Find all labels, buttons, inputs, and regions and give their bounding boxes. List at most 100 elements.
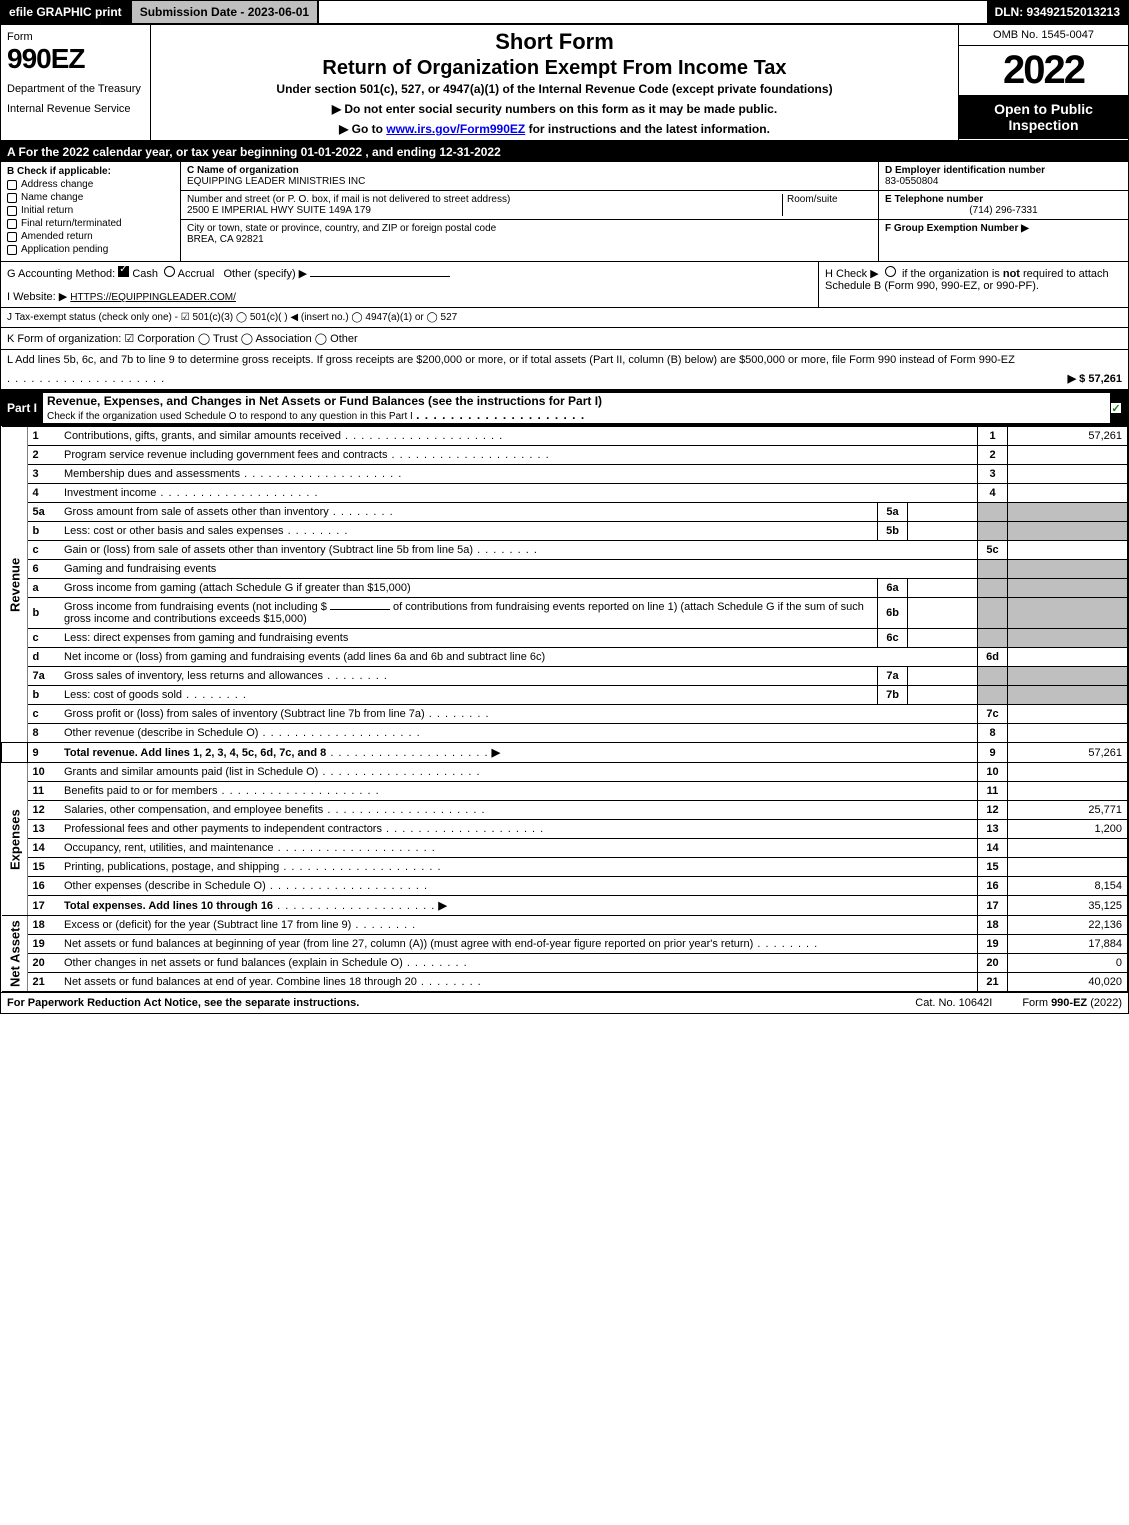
line-refnum-shade: [978, 560, 1008, 579]
grp-label: F Group Exemption Number ▶: [885, 223, 1029, 234]
dots: [318, 766, 480, 778]
line-19: 19 Net assets or fund balances at beginn…: [2, 935, 1128, 954]
line-6d: d Net income or (loss) from gaming and f…: [2, 648, 1128, 667]
checkbox-empty-icon[interactable]: [885, 266, 896, 277]
line-value-shade: [1008, 560, 1128, 579]
line-refnum: 1: [978, 427, 1008, 446]
inner-val: [908, 598, 978, 629]
line-value: 57,261: [1008, 427, 1128, 446]
line-desc: Other expenses (describe in Schedule O): [59, 877, 978, 896]
city-value: BREA, CA 92821: [187, 234, 264, 245]
chk-label: Final return/terminated: [21, 218, 122, 229]
line-7b: b Less: cost of goods sold 7b: [2, 686, 1128, 705]
tax-year: 2022: [959, 46, 1128, 95]
line-value-shade: [1008, 598, 1128, 629]
line-num: 13: [27, 820, 59, 839]
inner-num: 5b: [878, 522, 908, 541]
line-num: c: [27, 629, 59, 648]
chk-application-pending[interactable]: Application pending: [7, 244, 174, 255]
tel-value: (714) 296-7331: [885, 205, 1122, 216]
line-desc: Salaries, other compensation, and employ…: [59, 801, 978, 820]
desc-text: Net assets or fund balances at end of ye…: [64, 976, 417, 988]
line-12: 12 Salaries, other compensation, and emp…: [2, 801, 1128, 820]
line-desc: Grants and similar amounts paid (list in…: [59, 763, 978, 782]
l-amount: ▶ $ 57,261: [1068, 372, 1122, 385]
line-5b: b Less: cost or other basis and sales ex…: [2, 522, 1128, 541]
efile-graphic-print[interactable]: efile GRAPHIC print: [1, 1, 130, 23]
section-g-i-j: G Accounting Method: Cash Accrual Other …: [1, 262, 818, 307]
ein-label: D Employer identification number: [885, 165, 1045, 176]
line-desc: Printing, publications, postage, and shi…: [59, 858, 978, 877]
schedule-o-checkbox[interactable]: [1110, 402, 1122, 414]
line-num: 1: [27, 427, 59, 446]
inner-num: 6a: [878, 579, 908, 598]
line-value-shade: [1008, 667, 1128, 686]
line-desc: Professional fees and other payments to …: [59, 820, 978, 839]
footer-form-year: (2022): [1087, 997, 1122, 1009]
line-num: a: [27, 579, 59, 598]
org-name-row: C Name of organization EQUIPPING LEADER …: [181, 162, 878, 191]
line-refnum: 20: [978, 954, 1008, 973]
rev-bottom-filler: [2, 743, 28, 763]
chk-initial-return[interactable]: Initial return: [7, 205, 174, 216]
line-refnum: 3: [978, 465, 1008, 484]
expenses-side-label: Expenses: [2, 763, 28, 916]
dln-number: DLN: 93492152013213: [987, 1, 1128, 23]
line-refnum: 11: [978, 782, 1008, 801]
row-j: J Tax-exempt status (check only one) - ☑…: [1, 308, 1128, 328]
line-7c: c Gross profit or (loss) from sales of i…: [2, 705, 1128, 724]
inner-num: 7b: [878, 686, 908, 705]
dots: [7, 373, 165, 385]
line-refnum: 16: [978, 877, 1008, 896]
top-bar: efile GRAPHIC print Submission Date - 20…: [1, 1, 1128, 25]
dots: [266, 880, 428, 892]
desc-text: Net assets or fund balances at beginning…: [64, 938, 753, 950]
line-num: 5a: [27, 503, 59, 522]
dots: [329, 506, 394, 518]
irs-link[interactable]: www.irs.gov/Form990EZ: [386, 122, 525, 136]
line-num: 20: [27, 954, 59, 973]
desc-text: Total expenses. Add lines 10 through 16: [64, 900, 273, 912]
chk-name-change[interactable]: Name change: [7, 192, 174, 203]
header-right: OMB No. 1545-0047 2022 Open to Public In…: [958, 25, 1128, 140]
line-desc: Less: direct expenses from gaming and fu…: [59, 629, 878, 648]
line-16: 16 Other expenses (describe in Schedule …: [2, 877, 1128, 896]
line-value: [1008, 839, 1128, 858]
tel-label: E Telephone number: [885, 194, 983, 205]
inner-num: 6b: [878, 598, 908, 629]
line-refnum-shade: [978, 629, 1008, 648]
dots: [341, 430, 503, 442]
desc-text: Less: cost or other basis and sales expe…: [64, 525, 284, 537]
desc-text: Less: cost of goods sold: [64, 689, 182, 701]
chk-amended-return[interactable]: Amended return: [7, 231, 174, 242]
line-value: [1008, 484, 1128, 503]
line-desc: Net assets or fund balances at beginning…: [59, 935, 978, 954]
revenue-side-label: Revenue: [2, 427, 28, 743]
line-value: [1008, 782, 1128, 801]
line-4: 4 Investment income 4: [2, 484, 1128, 503]
checkbox-checked-icon[interactable]: [118, 266, 129, 277]
open-to-public: Open to Public Inspection: [959, 95, 1128, 139]
checkbox-icon: [7, 232, 17, 242]
line-desc: Other changes in net assets or fund bala…: [59, 954, 978, 973]
g-other: Other (specify) ▶: [223, 268, 307, 280]
line-value: [1008, 858, 1128, 877]
line-20: 20 Other changes in net assets or fund b…: [2, 954, 1128, 973]
line-value: [1008, 541, 1128, 560]
ein-row: D Employer identification number 83-0550…: [879, 162, 1128, 191]
line-desc: Investment income: [59, 484, 978, 503]
checkbox-empty-icon[interactable]: [164, 266, 175, 277]
website-link[interactable]: HTTPS://EQUIPPINGLEADER.COM/: [70, 292, 236, 303]
chk-address-change[interactable]: Address change: [7, 179, 174, 190]
topbar-spacer: [319, 1, 986, 23]
desc-text: Printing, publications, postage, and shi…: [64, 861, 279, 873]
dots: [182, 689, 247, 701]
chk-final-return[interactable]: Final return/terminated: [7, 218, 174, 229]
chk-label: Initial return: [21, 205, 73, 216]
line-refnum: 21: [978, 973, 1008, 992]
inner-val: [908, 579, 978, 598]
line-desc: Gross sales of inventory, less returns a…: [59, 667, 878, 686]
line-num: 18: [27, 916, 59, 935]
desc-text: Other revenue (describe in Schedule O): [64, 727, 258, 739]
line-num: 4: [27, 484, 59, 503]
